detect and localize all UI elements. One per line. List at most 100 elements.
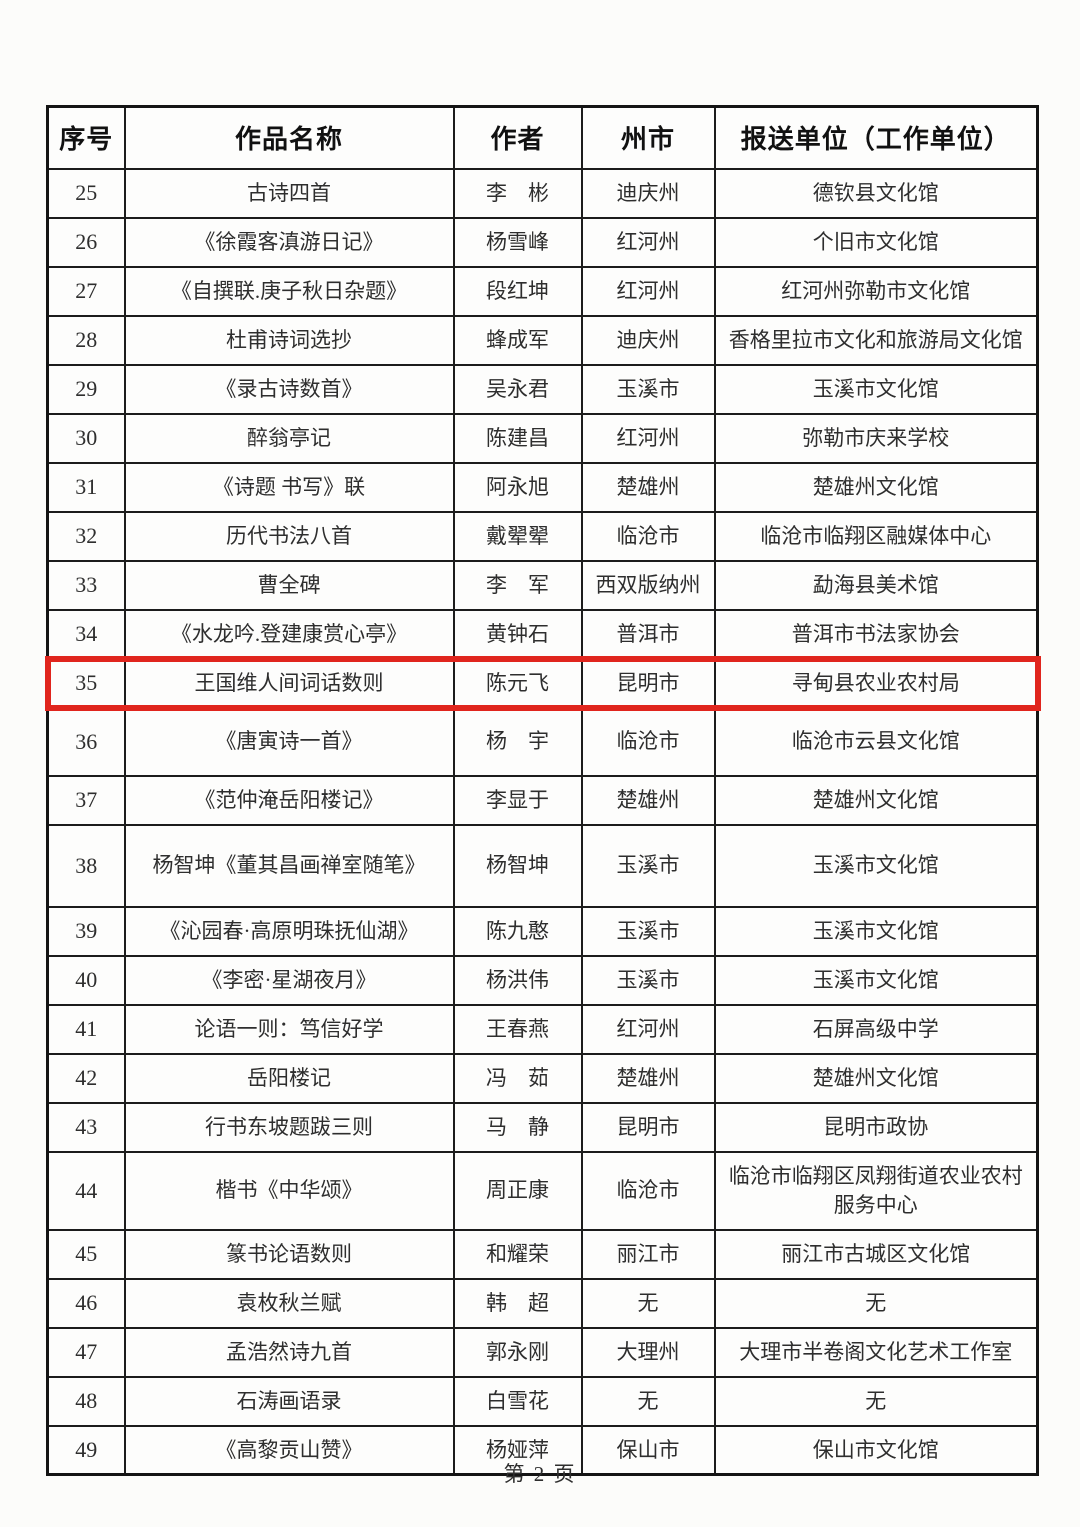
cell-unit: 楚雄州文化馆 — [713, 774, 1039, 826]
cell-unit: 玉溪市文化馆 — [713, 954, 1039, 1006]
cell-no: 48 — [46, 1375, 126, 1427]
table-row: 43 行书东坡题跋三则马 静昆明市 昆明市政协 — [46, 1101, 1039, 1153]
cell-no: 32 — [46, 510, 126, 562]
header-work: 作品名称 — [123, 105, 455, 170]
cell-city: 楚雄州 — [580, 461, 716, 513]
cell-unit: 丽江市古城区文化馆 — [713, 1228, 1039, 1280]
cell-no: 40 — [46, 954, 126, 1006]
cell-no: 31 — [46, 461, 126, 513]
cell-unit: 无 — [713, 1277, 1039, 1329]
cell-city: 玉溪市 — [580, 954, 716, 1006]
cell-work: 《水龙吟.登建康赏心亭》 — [123, 608, 455, 660]
cell-city: 迪庆州 — [580, 314, 716, 366]
cell-author: 杨洪伟 — [452, 954, 583, 1006]
cell-unit: 无 — [713, 1375, 1039, 1427]
cell-author: 和耀荣 — [452, 1228, 583, 1280]
table-row: 29 《录古诗数首》 吴永君 玉溪市 玉溪市文化馆 — [46, 363, 1039, 415]
cell-no: 34 — [46, 608, 126, 660]
header-no: 序号 — [46, 105, 126, 170]
cell-no: 33 — [46, 559, 126, 611]
table-row: 48 石涛画语录 白雪花无无 — [46, 1375, 1039, 1427]
table-row-highlighted: 35 王国维人间词话数则 陈元飞 昆明市 寻甸县农业农村局 — [44, 655, 1041, 711]
cell-work: 曹全碑 — [123, 559, 455, 611]
cell-unit: 个旧市文化馆 — [713, 216, 1039, 268]
cell-work: 杜甫诗词选抄 — [123, 314, 455, 366]
header-row: 序号 作品名称 作者 州市 报送单位（工作单位） — [46, 105, 1039, 170]
header-city: 州市 — [580, 105, 716, 170]
cell-author: 杨 宇 — [452, 706, 583, 777]
cell-author: 周正康 — [452, 1150, 583, 1231]
cell-no: 35 — [46, 657, 126, 709]
cell-no: 28 — [46, 314, 126, 366]
cell-work: 《录古诗数首》 — [123, 363, 455, 415]
cell-city: 无 — [580, 1375, 716, 1427]
cell-no: 30 — [46, 412, 126, 464]
cell-city: 无 — [580, 1277, 716, 1329]
table-row: 38 杨智坤《董其昌画禅室随笔》 杨智坤 玉溪市 玉溪市文化馆 — [46, 823, 1039, 908]
table-row: 49 《高黎贡山赞》 杨娅萍 保山市 保山市文化馆 — [46, 1424, 1039, 1476]
table-row: 30 醉翁亭记 陈建昌 红河州 弥勒市庆来学校 — [46, 412, 1039, 464]
cell-no: 46 — [46, 1277, 126, 1329]
cell-unit: 普洱市书法家协会 — [713, 608, 1039, 660]
cell-unit: 德钦县文化馆 — [713, 167, 1039, 219]
cell-author: 陈建昌 — [452, 412, 583, 464]
cell-unit: 石屏高级中学 — [713, 1003, 1039, 1055]
cell-author: 李显于 — [452, 774, 583, 826]
cell-work: 岳阳楼记 — [123, 1052, 455, 1104]
cell-author: 段红坤 — [452, 265, 583, 317]
cell-author: 戴翚翚 — [452, 510, 583, 562]
cell-city: 临沧市 — [580, 706, 716, 777]
cell-work: 论语一则：笃信好学 — [123, 1003, 455, 1055]
cell-work: 古诗四首 — [123, 167, 455, 219]
cell-unit: 楚雄州文化馆 — [713, 1052, 1039, 1104]
cell-unit: 保山市文化馆 — [713, 1424, 1039, 1476]
cell-unit: 勐海县美术馆 — [713, 559, 1039, 611]
cell-no: 25 — [46, 167, 126, 219]
cell-author: 郭永刚 — [452, 1326, 583, 1378]
cell-unit: 寻甸县农业农村局 — [713, 657, 1039, 709]
cell-unit: 大理市半卷阁文化艺术工作室 — [713, 1326, 1039, 1378]
cell-unit: 昆明市政协 — [713, 1101, 1039, 1153]
cell-work: 《范仲淹岳阳楼记》 — [123, 774, 455, 826]
cell-city: 普洱市 — [580, 608, 716, 660]
table-row: 42 岳阳楼记冯 茹楚雄州 楚雄州文化馆 — [46, 1052, 1039, 1104]
cell-work: 历代书法八首 — [123, 510, 455, 562]
cell-work: 行书东坡题跋三则 — [123, 1101, 455, 1153]
cell-city: 玉溪市 — [580, 363, 716, 415]
cell-no: 38 — [46, 823, 126, 908]
cell-unit: 玉溪市文化馆 — [713, 363, 1039, 415]
cell-no: 29 — [46, 363, 126, 415]
works-table: 序号 作品名称 作者 州市 报送单位（工作单位） 25 古诗四首李 彬迪庆州 德钦县… — [44, 105, 1041, 1476]
cell-city: 红河州 — [580, 265, 716, 317]
cell-city: 西双版纳州 — [580, 559, 716, 611]
table-row: 45 篆书论语数则 和耀荣 丽江市 丽江市古城区文化馆 — [46, 1228, 1039, 1280]
header-unit: 报送单位（工作单位） — [713, 105, 1039, 170]
table-row: 40 《李密·星湖夜月》 杨洪伟 玉溪市 玉溪市文化馆 — [46, 954, 1039, 1006]
cell-author: 黄钟石 — [452, 608, 583, 660]
table-row: 33 曹全碑李 军西双版纳州 勐海县美术馆 — [46, 559, 1039, 611]
cell-no: 47 — [46, 1326, 126, 1378]
cell-work: 醉翁亭记 — [123, 412, 455, 464]
cell-author: 白雪花 — [452, 1375, 583, 1427]
cell-no: 37 — [46, 774, 126, 826]
cell-unit: 红河州弥勒市文化馆 — [713, 265, 1039, 317]
table-row: 26 《徐霞客滇游日记》 杨雪峰 红河州 个旧市文化馆 — [46, 216, 1039, 268]
cell-author: 李 彬 — [452, 167, 583, 219]
cell-work: 《自撰联.庚子秋日杂题》 — [123, 265, 455, 317]
cell-city: 玉溪市 — [580, 905, 716, 957]
cell-city: 红河州 — [580, 412, 716, 464]
table-row: 46 袁枚秋兰赋韩 超无无 — [46, 1277, 1039, 1329]
cell-author: 马 静 — [452, 1101, 583, 1153]
cell-work: 《高黎贡山赞》 — [123, 1424, 455, 1476]
cell-work: 杨智坤《董其昌画禅室随笔》 — [123, 823, 455, 908]
table-row: 34 《水龙吟.登建康赏心亭》 黄钟石 普洱市 普洱市书法家协会 — [46, 608, 1039, 660]
cell-author: 李 军 — [452, 559, 583, 611]
cell-city: 临沧市 — [580, 1150, 716, 1231]
table-row: 31 《诗题 书写》联 阿永旭 楚雄州 楚雄州文化馆 — [46, 461, 1039, 513]
cell-no: 41 — [46, 1003, 126, 1055]
cell-author: 阿永旭 — [452, 461, 583, 513]
cell-author: 陈元飞 — [452, 657, 583, 709]
cell-city: 红河州 — [580, 1003, 716, 1055]
table-row: 41 论语一则：笃信好学 王春燕 红河州 石屏高级中学 — [46, 1003, 1039, 1055]
cell-work: 孟浩然诗九首 — [123, 1326, 455, 1378]
